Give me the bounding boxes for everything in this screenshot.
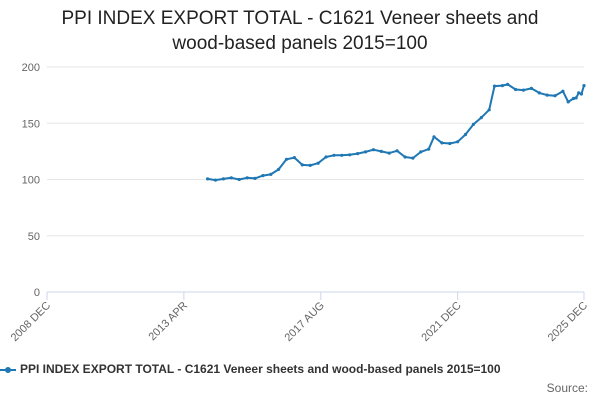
data-point[interactable] [479,116,483,120]
data-point[interactable] [292,156,296,160]
data-point[interactable] [545,93,549,97]
data-point[interactable] [566,100,570,104]
data-point[interactable] [387,151,391,155]
series-layer [206,82,586,182]
data-point[interactable] [348,153,352,157]
data-point[interactable] [221,177,225,181]
y-tick-label: 50 [28,231,40,243]
data-point[interactable] [500,84,504,88]
data-point[interactable] [237,177,241,182]
data-point[interactable] [261,174,265,178]
series-line[interactable] [207,83,585,182]
data-point[interactable] [403,155,407,159]
chart-title: PPI INDEX EXPORT TOTAL - C1621 Veneer sh… [0,6,600,56]
y-tick-label: 150 [22,118,40,130]
data-point[interactable] [332,153,336,157]
data-point[interactable] [395,149,399,153]
data-point[interactable] [371,148,375,152]
data-point[interactable] [213,178,218,182]
data-point[interactable] [229,176,233,180]
data-point[interactable] [324,155,328,159]
source-label: Source: [546,381,588,395]
data-point[interactable] [277,167,281,171]
x-axis: 2008 DEC 2013 APR 2017 AUG 2021 DEC 2025 DEC [9,291,590,344]
data-point[interactable] [356,152,360,156]
y-tick-label: 0 [34,287,40,299]
legend-series-label: PPI INDEX EXPORT TOTAL - C1621 Veneer sh… [20,362,501,376]
data-point[interactable] [579,92,584,96]
data-point[interactable] [571,96,576,101]
legend[interactable]: PPI INDEX EXPORT TOTAL - C1621 Veneer sh… [0,362,600,378]
data-point[interactable] [253,176,257,180]
x-tick-label: 2017 AUG [283,300,327,344]
data-point[interactable] [506,82,510,86]
data-point[interactable] [316,161,320,165]
data-point[interactable] [411,156,415,160]
data-point[interactable] [514,87,518,92]
y-tick-label: 200 [22,62,40,74]
data-point[interactable] [440,141,444,145]
data-point[interactable] [284,157,289,161]
data-point[interactable] [300,163,304,167]
data-point[interactable] [448,141,452,146]
legend-dot-icon [5,367,11,373]
data-point[interactable] [582,84,586,88]
data-point[interactable] [245,176,249,180]
y-gridlines [47,66,584,237]
data-point[interactable] [463,132,468,137]
data-point[interactable] [269,172,273,176]
data-point[interactable] [529,86,534,90]
y-tick-label: 100 [22,175,40,187]
data-point[interactable] [456,140,460,144]
data-point[interactable] [553,94,557,98]
data-point[interactable] [308,163,312,167]
chart-title-line-1: PPI INDEX EXPORT TOTAL - C1621 Veneer sh… [61,8,539,29]
y-axis-tick-labels: 0 50 100 150 200 [22,62,40,299]
x-tick-label: 2013 APR [146,300,190,344]
data-point[interactable] [492,84,497,88]
x-tick-label: 2025 DEC [546,300,590,344]
data-point[interactable] [521,88,526,92]
legend-series-marker [0,367,16,373]
chart-title-line-2: wood-based panels 2015=100 [172,33,428,54]
data-point[interactable] [574,96,578,100]
x-tick-label: 2008 DEC [9,300,53,344]
data-point[interactable] [537,91,541,95]
data-point[interactable] [577,91,581,95]
data-point[interactable] [487,108,491,112]
x-tick-label: 2021 DEC [419,300,463,344]
data-point[interactable] [363,150,368,154]
data-point[interactable] [206,177,210,181]
data-point[interactable] [427,147,431,151]
data-point[interactable] [340,153,344,157]
data-point[interactable] [432,135,436,139]
data-point[interactable] [419,150,423,154]
data-point[interactable] [561,89,565,93]
data-point[interactable] [471,122,475,126]
data-point[interactable] [379,149,383,153]
